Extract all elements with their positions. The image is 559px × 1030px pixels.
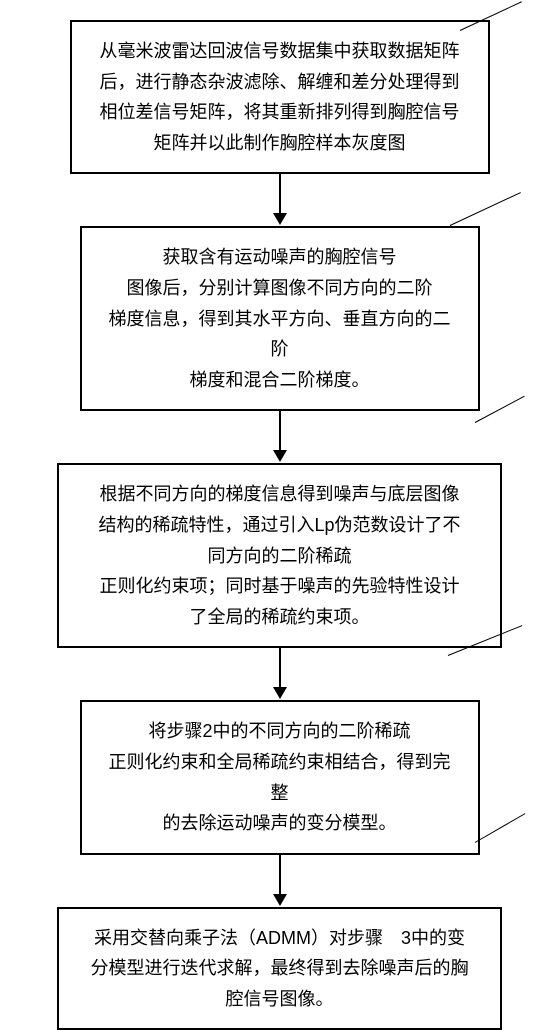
arrow-1 <box>273 174 287 226</box>
step-s1-text: 从毫米波雷达回波信号数据集中获取数据矩阵 后，进行静态杂波滤除、解缠和差分处理得… <box>92 36 468 158</box>
step-s3: 根据不同方向的梯度信息得到噪声与底层图像 结构的稀疏特性，通过引入Lp伪范数设计… <box>57 463 502 648</box>
step-s4-text: 将步骤2中的不同方向的二阶稀疏 正则化约束和全局稀疏约束相结合，得到完整 的去除… <box>102 716 458 838</box>
step-s1: 从毫米波雷达回波信号数据集中获取数据矩阵 后，进行静态杂波滤除、解缠和差分处理得… <box>70 20 490 174</box>
step-s2: 获取含有运动噪声的胸腔信号 图像后，分别计算图像不同方向的二阶 梯度信息，得到其… <box>80 226 480 411</box>
arrow-2 <box>273 411 287 463</box>
connector-s2 <box>450 192 521 226</box>
connector-s5 <box>475 813 526 843</box>
connector-s3 <box>475 396 525 423</box>
arrow-3 <box>273 648 287 700</box>
step-s5-text: 采用交替向乘子法（ADMM）对步骤 3中的变 分模型进行迭代求解，最终得到去除噪… <box>79 923 480 1015</box>
step-s5: 采用交替向乘子法（ADMM）对步骤 3中的变 分模型进行迭代求解，最终得到去除噪… <box>57 907 502 1030</box>
step-s3-text: 根据不同方向的梯度信息得到噪声与底层图像 结构的稀疏特性，通过引入Lp伪范数设计… <box>79 479 480 632</box>
step-s4: 将步骤2中的不同方向的二阶稀疏 正则化约束和全局稀疏约束相结合，得到完整 的去除… <box>80 700 480 854</box>
step-s2-text: 获取含有运动噪声的胸腔信号 图像后，分别计算图像不同方向的二阶 梯度信息，得到其… <box>102 242 458 395</box>
arrow-4 <box>273 855 287 907</box>
flowchart-container: 从毫米波雷达回波信号数据集中获取数据矩阵 后，进行静态杂波滤除、解缠和差分处理得… <box>0 20 559 1030</box>
connector-s1 <box>460 1 522 31</box>
